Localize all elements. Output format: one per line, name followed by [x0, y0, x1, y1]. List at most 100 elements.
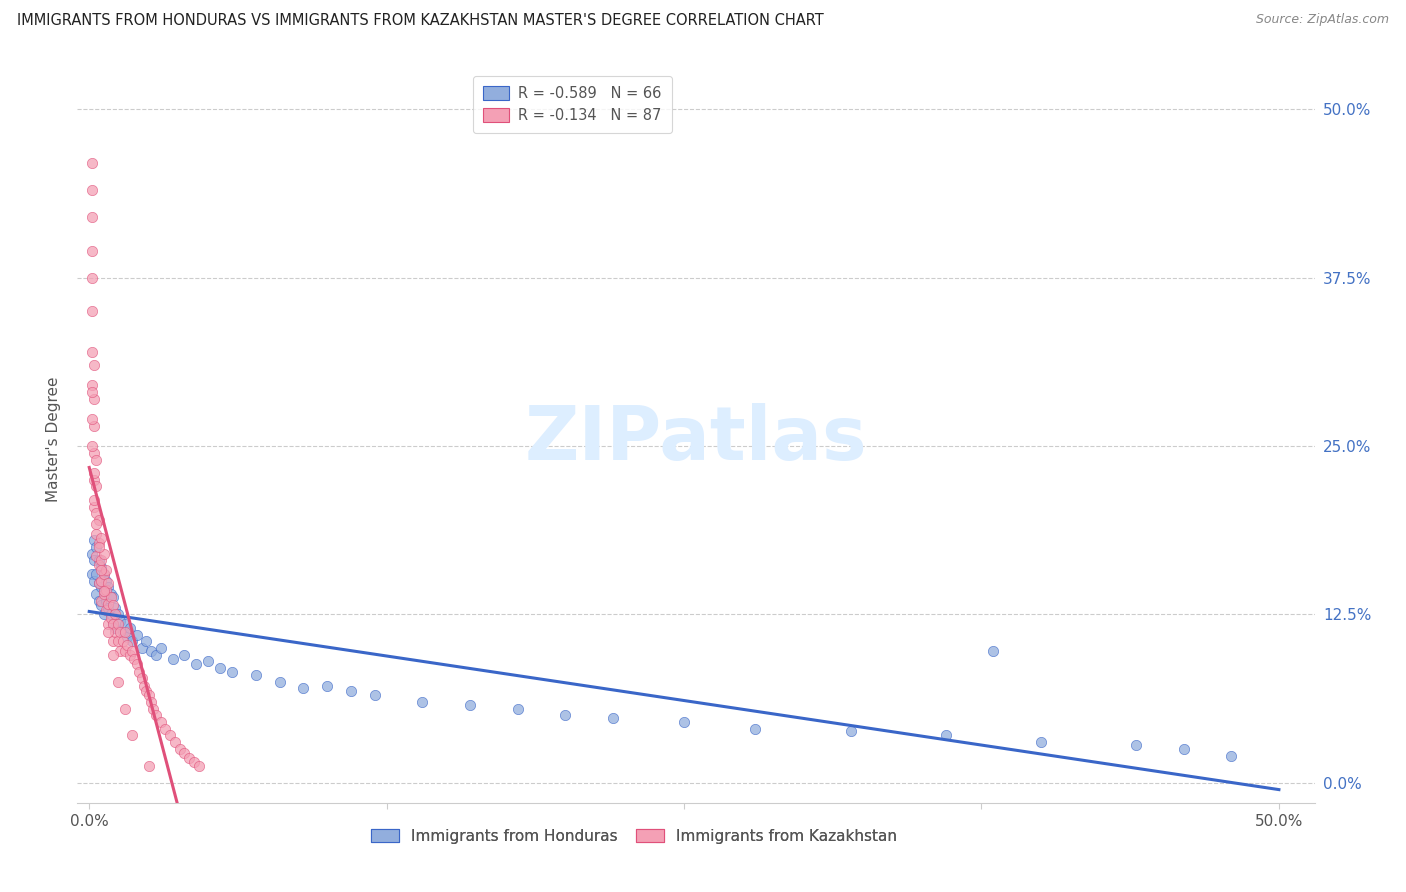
Point	[135, 684, 157, 698]
Point	[554, 708, 576, 723]
Point	[114, 701, 136, 715]
Point	[83, 553, 105, 567]
Point	[292, 681, 315, 696]
Point	[80, 344, 103, 359]
Point	[118, 621, 141, 635]
Point	[187, 759, 209, 773]
Point	[107, 634, 129, 648]
Point	[86, 549, 108, 564]
Point	[83, 574, 105, 588]
Point	[100, 587, 122, 601]
Point	[125, 627, 148, 641]
Point	[90, 574, 112, 588]
Point	[209, 661, 232, 675]
Point	[114, 616, 136, 631]
Point	[97, 581, 120, 595]
Point	[93, 584, 115, 599]
Point	[101, 590, 124, 604]
Point	[80, 244, 103, 258]
Point	[86, 452, 108, 467]
Point	[94, 603, 117, 617]
Point	[83, 358, 105, 372]
Point	[132, 679, 155, 693]
Point	[80, 156, 103, 170]
Point	[1173, 742, 1195, 756]
Point	[87, 576, 110, 591]
Point	[90, 598, 112, 612]
Point	[86, 479, 108, 493]
Point	[97, 600, 120, 615]
Point	[1029, 735, 1052, 749]
Point	[983, 643, 1005, 657]
Point	[197, 655, 219, 669]
Point	[124, 652, 146, 666]
Point	[107, 674, 129, 689]
Point	[100, 607, 122, 622]
Point	[673, 714, 696, 729]
Point	[221, 665, 243, 680]
Point	[80, 566, 103, 581]
Point	[86, 526, 108, 541]
Point	[155, 722, 177, 736]
Point	[83, 392, 105, 406]
Point	[93, 547, 115, 561]
Text: Source: ZipAtlas.com: Source: ZipAtlas.com	[1256, 13, 1389, 27]
Point	[80, 412, 103, 426]
Point	[145, 648, 167, 662]
Point	[108, 614, 131, 628]
Point	[100, 590, 122, 604]
Point	[83, 500, 105, 514]
Point	[340, 684, 363, 698]
Point	[90, 531, 112, 545]
Point	[93, 587, 115, 601]
Point	[145, 708, 167, 723]
Point	[101, 634, 124, 648]
Point	[80, 378, 103, 392]
Point	[139, 695, 162, 709]
Point	[94, 583, 117, 598]
Point	[97, 616, 120, 631]
Point	[86, 540, 108, 554]
Point	[142, 701, 165, 715]
Point	[121, 729, 143, 743]
Point	[80, 183, 103, 197]
Point	[159, 729, 181, 743]
Point	[101, 648, 124, 662]
Point	[101, 598, 124, 612]
Point	[83, 418, 105, 433]
Y-axis label: Master's Degree: Master's Degree	[46, 376, 62, 502]
Point	[83, 473, 105, 487]
Point	[162, 652, 184, 666]
Point	[104, 607, 127, 622]
Point	[90, 581, 112, 595]
Point	[80, 210, 103, 224]
Point	[93, 607, 115, 622]
Point	[602, 711, 624, 725]
Point	[138, 759, 160, 773]
Point	[83, 492, 105, 507]
Point	[364, 688, 387, 702]
Point	[169, 742, 191, 756]
Point	[111, 624, 134, 639]
Point	[87, 558, 110, 572]
Point	[83, 466, 105, 480]
Point	[149, 714, 172, 729]
Point	[411, 695, 433, 709]
Point	[87, 553, 110, 567]
Point	[125, 657, 148, 672]
Point	[87, 513, 110, 527]
Point	[94, 574, 117, 588]
Point	[86, 566, 108, 581]
Point	[101, 616, 124, 631]
Point	[80, 385, 103, 400]
Point	[101, 616, 124, 631]
Point	[163, 735, 186, 749]
Point	[80, 547, 103, 561]
Point	[87, 594, 110, 608]
Point	[173, 648, 195, 662]
Point	[1220, 748, 1243, 763]
Point	[111, 634, 134, 648]
Point	[114, 643, 136, 657]
Point	[128, 665, 150, 680]
Point	[97, 624, 120, 639]
